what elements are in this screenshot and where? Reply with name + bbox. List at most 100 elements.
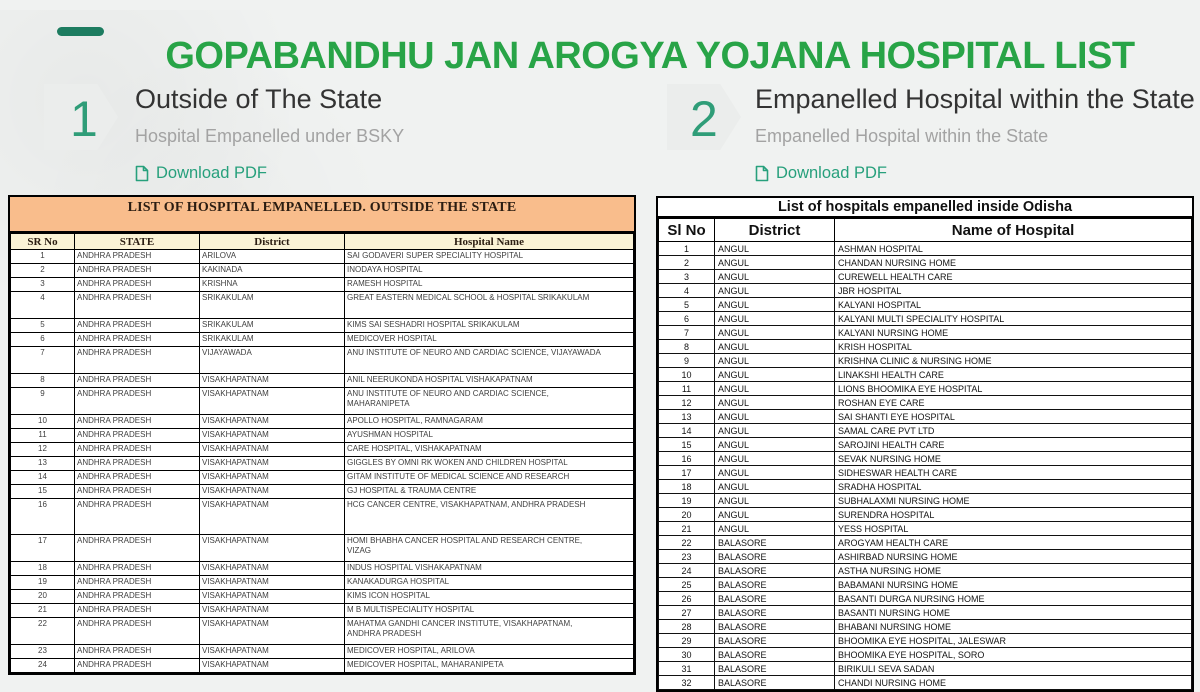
table-row: 16 ANDHRA PRADESH VISAKHAPATNAM HCG CANCER …	[10, 498, 634, 535]
table-row: 19 ANDHRA PRADESH VISAKHAPATNAM KANAKADURGA…	[10, 575, 634, 590]
table-cell: BHABANI NURSING HOME	[834, 619, 1192, 634]
table-row: 3 ANGUL CUREWELL HEALTH CARE	[658, 269, 1192, 284]
table-cell: SUBHALAXMI NURSING HOME	[834, 493, 1192, 508]
table-cell: ANGUL	[714, 423, 835, 438]
table-cell: KRISHNA CLINIC & NURSING HOME	[834, 353, 1192, 368]
table-row: 3 ANDHRA PRADESH KRISHNA RAMESH HOSPITAL	[10, 277, 634, 292]
table-cell: 28	[658, 619, 715, 634]
table-cell: 2	[10, 263, 75, 278]
table-cell: GJ HOSPITAL & TRAUMA CENTRE	[344, 484, 634, 499]
inside-table-title: List of hospitals empanelled inside Odis…	[658, 198, 1192, 218]
table-cell: 17	[10, 534, 75, 562]
table-cell: MAHATMA GANDHI CANCER INSTITUTE, VISAKHA…	[344, 617, 634, 645]
section-title: Empanelled Hospital within the State	[755, 84, 1195, 114]
table-cell: 9	[10, 387, 75, 415]
table-cell: 5	[658, 297, 715, 312]
table-cell: VISAKHAPATNAM	[199, 470, 345, 485]
table-cell: ANDHRA PRADESH	[74, 318, 200, 333]
download-pdf-link-outside[interactable]: Download PDF	[135, 164, 267, 183]
table-cell: 20	[10, 589, 75, 604]
table-cell: HCG CANCER CENTRE, VISAKHAPATNAM, ANDHRA…	[344, 498, 634, 535]
table-cell: 2	[658, 255, 715, 270]
table-cell: ARILOVA	[199, 249, 345, 264]
table-cell: ANDHRA PRADESH	[74, 373, 200, 388]
table-cell: 12	[10, 442, 75, 457]
table-cell: 10	[658, 367, 715, 382]
table-cell: 29	[658, 633, 715, 648]
table-cell: 30	[658, 647, 715, 662]
table-cell: 26	[658, 591, 715, 606]
table-cell: GIGGLES BY OMNI RK WOKEN AND CHILDREN HO…	[344, 456, 634, 471]
table-header-row: SR No STATE District Hospital Name	[10, 233, 634, 250]
table-cell: ANGUL	[714, 283, 835, 298]
table-row: 12 ANGUL ROSHAN EYE CARE	[658, 395, 1192, 410]
table-row: 10 ANDHRA PRADESH VISAKHAPATNAM APOLLO HOSP…	[10, 414, 634, 429]
table-cell: GITAM INSTITUTE OF MEDICAL SCIENCE AND R…	[344, 470, 634, 485]
download-pdf-label: Download PDF	[776, 164, 887, 183]
table-cell: ANDHRA PRADESH	[74, 603, 200, 618]
table-cell: ANDHRA PRADESH	[74, 277, 200, 292]
table-cell: JBR HOSPITAL	[834, 283, 1192, 298]
table-row: 20 ANDHRA PRADESH VISAKHAPATNAM KIMS ICON H…	[10, 589, 634, 604]
section-outside-state: Outside of The State Hospital Empanelled…	[135, 84, 655, 183]
table-cell: ANDHRA PRADESH	[74, 589, 200, 604]
table-cell: BALASORE	[714, 633, 835, 648]
table-cell: ANDHRA PRADESH	[74, 428, 200, 443]
table-cell: SAI SHANTI EYE HOSPITAL	[834, 409, 1192, 424]
table-row: 18 ANDHRA PRADESH VISAKHAPATNAM INDUS HOSPI…	[10, 561, 634, 576]
table-cell: 21	[658, 521, 715, 536]
section-within-state: Empanelled Hospital within the State Emp…	[755, 84, 1200, 183]
table-cell: BALASORE	[714, 577, 835, 592]
table-cell: VISAKHAPATNAM	[199, 561, 345, 576]
table-cell: ASTHA NURSING HOME	[834, 563, 1192, 578]
table-cell: ANGUL	[714, 269, 835, 284]
table-cell: VISAKHAPATNAM	[199, 617, 345, 645]
download-pdf-link-within[interactable]: Download PDF	[755, 164, 887, 183]
table-row: 5 ANDHRA PRADESH SRIKAKULAM KIMS SAI SESHAD…	[10, 318, 634, 333]
table-row: 21 ANDHRA PRADESH VISAKHAPATNAM M B MULTISP…	[10, 603, 634, 618]
column-header-srno: SR No	[10, 233, 75, 250]
table-cell: SAROJINI HEALTH CARE	[834, 437, 1192, 452]
file-icon	[135, 165, 149, 182]
table-cell: 23	[658, 549, 715, 564]
table-row: 5 ANGUL KALYANI HOSPITAL	[658, 297, 1192, 312]
table-row: 19 ANGUL SUBHALAXMI NURSING HOME	[658, 493, 1192, 508]
table-cell: SIDHESWAR HEALTH CARE	[834, 465, 1192, 480]
table-row: 9 ANGUL KRISHNA CLINIC & NURSING HOME	[658, 353, 1192, 368]
table-cell: 27	[658, 605, 715, 620]
section-title: Outside of The State	[135, 84, 383, 114]
table-cell: 21	[10, 603, 75, 618]
table-cell: ANDHRA PRADESH	[74, 575, 200, 590]
table-cell: 12	[658, 395, 715, 410]
table-row: 4 ANDHRA PRADESH SRIKAKULAM GREAT EASTERN M…	[10, 291, 634, 319]
table-cell: KANAKADURGA HOSPITAL	[344, 575, 634, 590]
table-cell: ANDHRA PRADESH	[74, 561, 200, 576]
table-cell: ANDHRA PRADESH	[74, 644, 200, 659]
table-row: 21 ANGUL YESS HOSPITAL	[658, 521, 1192, 536]
table-cell: VISAKHAPATNAM	[199, 442, 345, 457]
table-cell: ANDHRA PRADESH	[74, 498, 200, 535]
table-cell: BALASORE	[714, 605, 835, 620]
table-row: 13 ANGUL SAI SHANTI EYE HOSPITAL	[658, 409, 1192, 424]
column-header-district: District	[714, 218, 835, 242]
table-row: 7 ANDHRA PRADESH VIJAYAWADA ANU INSTITUTE O…	[10, 346, 634, 374]
table-cell: VISAKHAPATNAM	[199, 387, 345, 415]
table-cell: LIONS BHOOMIKA EYE HOSPITAL	[834, 381, 1192, 396]
column-header-state: STATE	[74, 233, 200, 250]
table-cell: ANDHRA PRADESH	[74, 484, 200, 499]
table-cell: ANU INSTITUTE OF NEURO AND CARDIAC SCIEN…	[344, 346, 634, 374]
table-cell: 22	[658, 535, 715, 550]
table-cell: 31	[658, 661, 715, 676]
table-cell: ANDHRA PRADESH	[74, 291, 200, 319]
table-cell: ANGUL	[714, 381, 835, 396]
table-cell: 3	[658, 269, 715, 284]
table-cell: ANGUL	[714, 521, 835, 536]
table-cell: BABAMANI NURSING HOME	[834, 577, 1192, 592]
table-cell: 22	[10, 617, 75, 645]
table-cell: ANDHRA PRADESH	[74, 387, 200, 415]
table-cell: ANDHRA PRADESH	[74, 617, 200, 645]
table-cell: VISAKHAPATNAM	[199, 658, 345, 673]
table-cell: ROSHAN EYE CARE	[834, 395, 1192, 410]
table-cell: 11	[658, 381, 715, 396]
table-cell: 25	[658, 577, 715, 592]
